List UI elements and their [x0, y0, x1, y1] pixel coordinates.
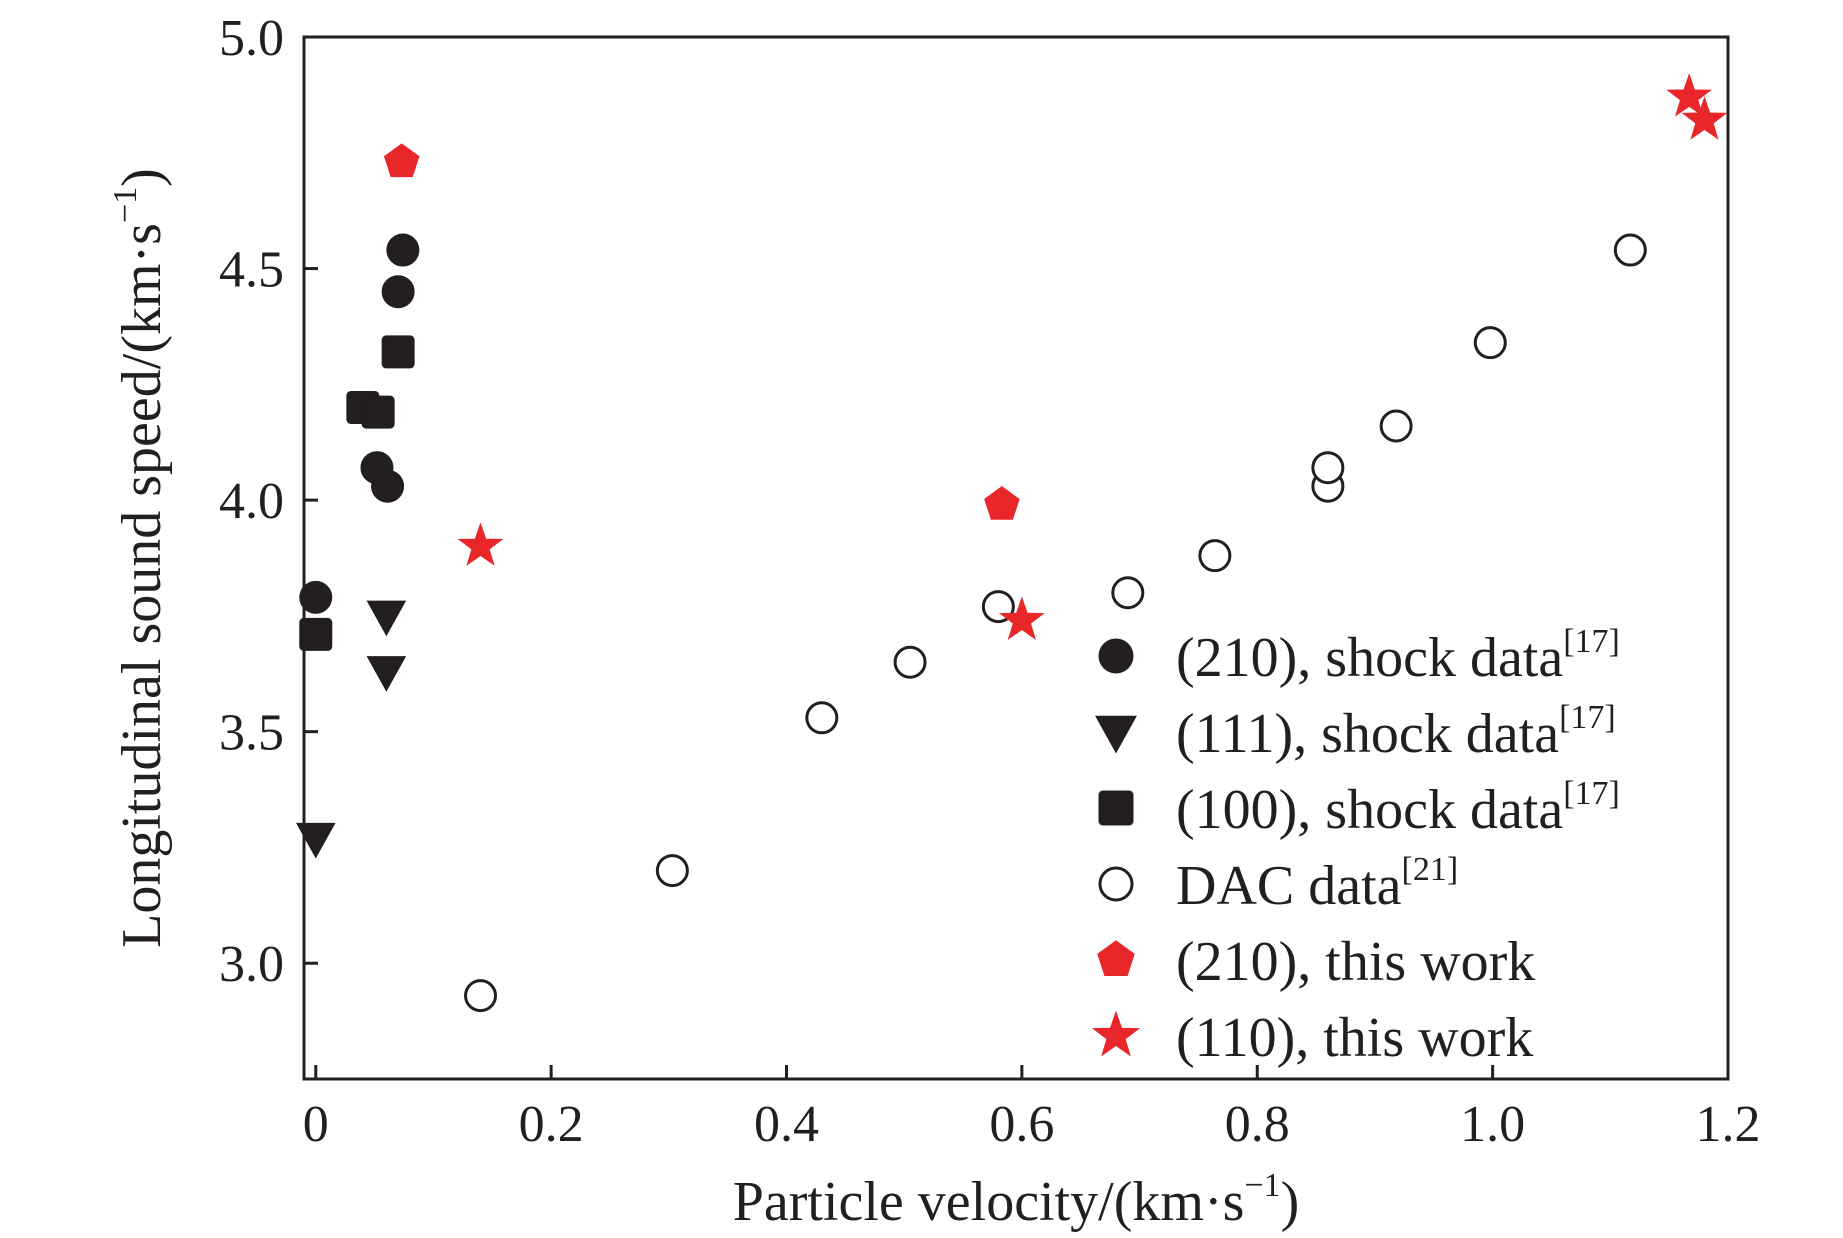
legend-label: (100), shock data[17] — [1176, 775, 1620, 841]
legend-marker — [1091, 1010, 1141, 1057]
data-point — [299, 617, 333, 651]
legend-label: DAC data[21] — [1176, 851, 1458, 917]
data-point — [366, 656, 407, 692]
data-point — [1681, 96, 1728, 140]
legend-marker — [1098, 790, 1134, 826]
data-point — [1613, 233, 1647, 267]
data-point — [386, 233, 420, 267]
data-point — [381, 335, 415, 369]
data-point — [998, 596, 1045, 641]
data-point — [984, 486, 1020, 520]
x-tick-label: 0.8 — [1225, 1096, 1290, 1153]
x-tick-label: 0.6 — [989, 1096, 1054, 1153]
y-axis-label: Longitudinal sound speed/(km·s−1) — [107, 168, 173, 948]
y-tick-label: 3.5 — [219, 705, 284, 762]
data-point — [1311, 451, 1345, 485]
data-point — [464, 979, 498, 1013]
legend-marker — [1098, 866, 1134, 902]
x-tick-label: 0.4 — [754, 1096, 819, 1153]
data-point — [655, 854, 689, 888]
x-tick-label: 1.2 — [1696, 1096, 1761, 1153]
legend-label: (110), this work — [1176, 1007, 1533, 1069]
x-tick-label: 1.0 — [1460, 1096, 1525, 1153]
legend-marker — [1095, 715, 1137, 754]
legend-label: (111), shock data[17] — [1176, 699, 1616, 765]
data-point — [381, 275, 415, 309]
data-point — [371, 469, 405, 503]
y-tick-label: 4.0 — [219, 473, 284, 530]
y-tick-label: 4.5 — [219, 242, 284, 299]
data-point — [299, 580, 333, 614]
data-point — [805, 701, 839, 735]
data-point — [1473, 326, 1507, 360]
x-tick-label: 0.2 — [519, 1096, 584, 1153]
legend: (210), shock data[17] (111), shock data[1… — [1091, 623, 1620, 1069]
data-point — [361, 395, 395, 429]
data-point — [1379, 409, 1413, 443]
data-point — [1111, 576, 1145, 610]
legend-label: (210), shock data[17] — [1176, 623, 1620, 689]
y-tick-label: 3.0 — [219, 936, 284, 993]
data-point — [383, 143, 420, 178]
data-points — [295, 73, 1728, 1013]
legend-marker — [1097, 940, 1135, 976]
data-point — [893, 645, 927, 679]
data-point — [295, 822, 336, 859]
data-point — [1198, 539, 1232, 573]
legend-label: (210), this work — [1176, 931, 1535, 993]
y-tick-label: 5.0 — [219, 10, 284, 67]
x-axis-label: Particle velocity/(km·s−1) — [733, 1167, 1299, 1233]
x-axis-ticks: 0 0.2 0.4 0.6 0.8 1.0 1.2 — [303, 1065, 1761, 1153]
plot-frame — [302, 35, 1730, 1081]
legend-marker — [1098, 638, 1134, 674]
x-tick-label: 0 — [303, 1096, 329, 1153]
data-point — [457, 522, 504, 566]
data-point — [1666, 73, 1713, 117]
y-axis-ticks: 3.0 3.5 4.0 4.5 5.0 — [219, 10, 318, 993]
data-point — [366, 600, 407, 637]
